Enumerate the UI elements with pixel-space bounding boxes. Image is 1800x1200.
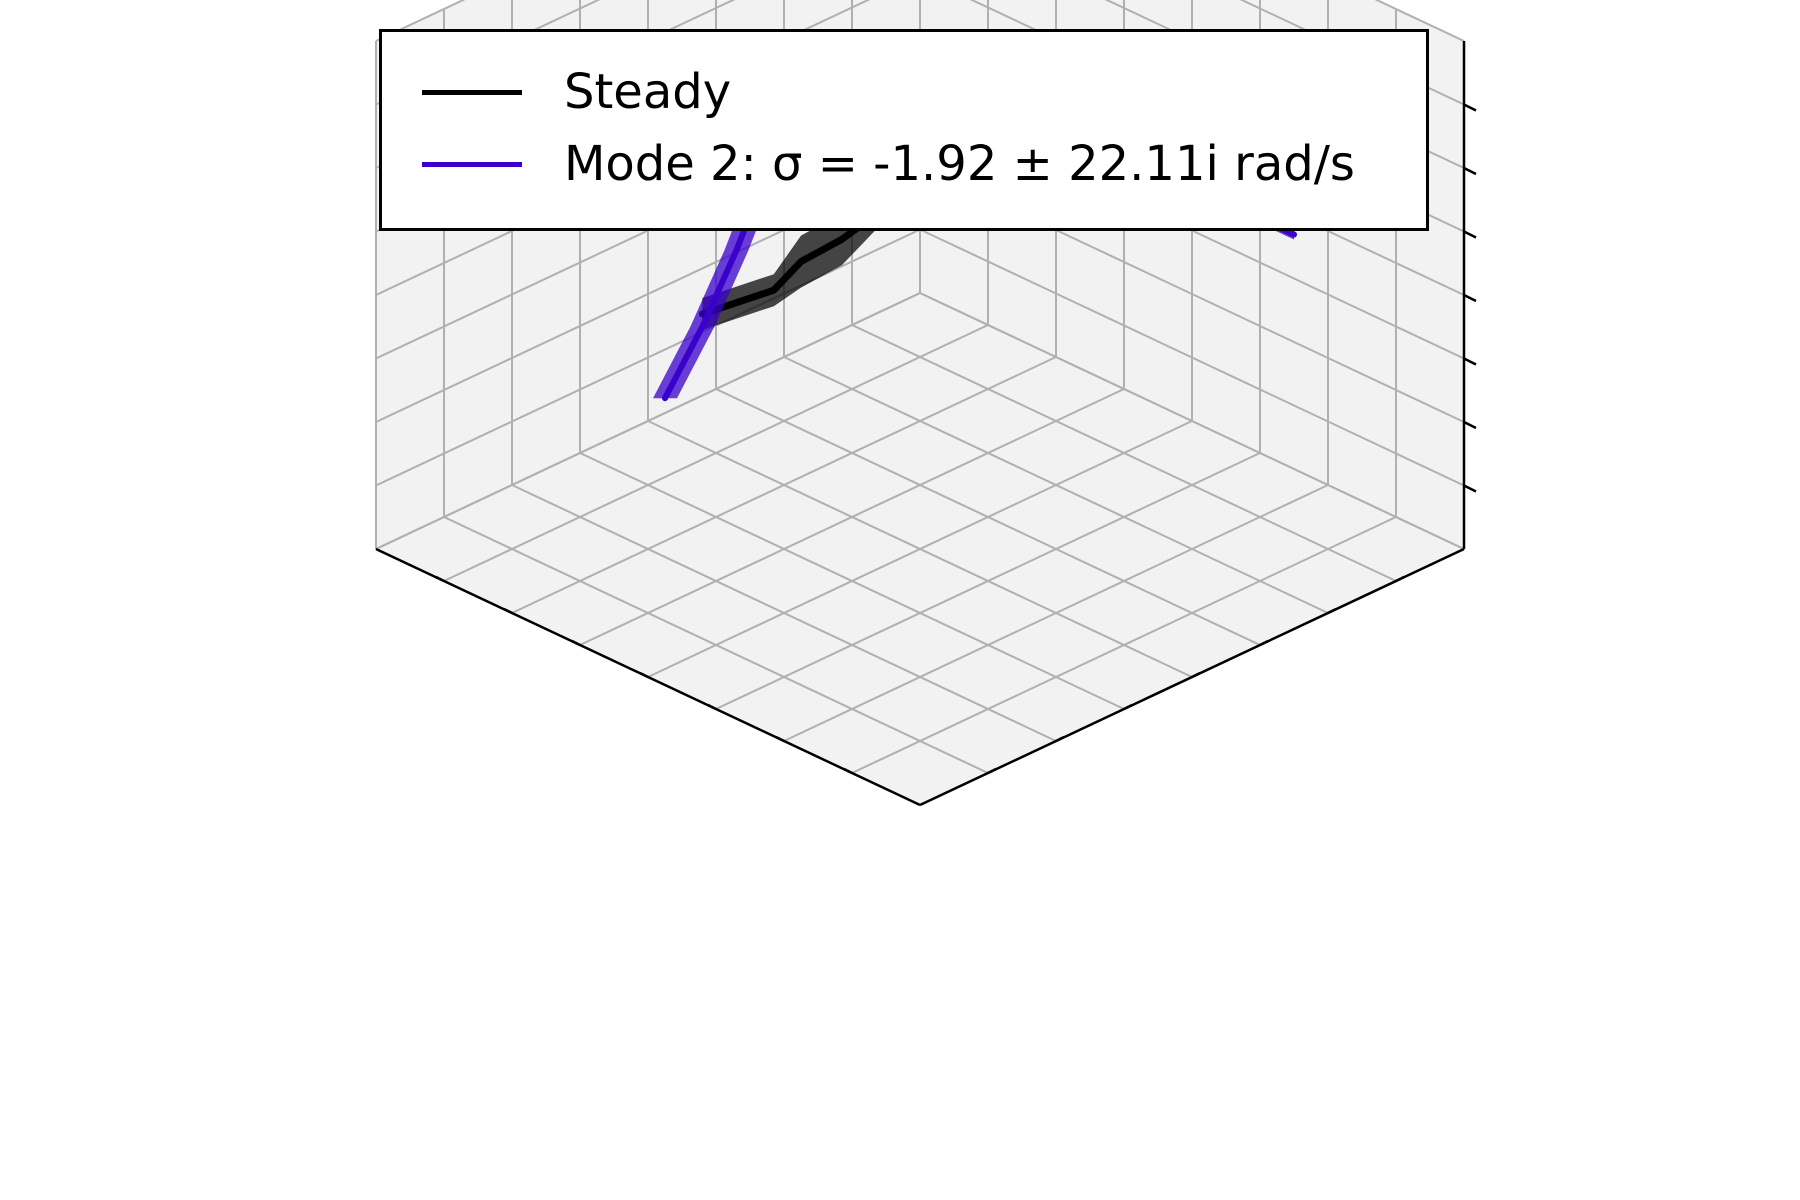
z-axis-tick [1463, 420, 1477, 430]
x-axis-tick [843, 767, 853, 775]
x-axis-tick [707, 703, 717, 711]
legend-item-steady: Steady [422, 62, 731, 122]
x-axis-tick [571, 639, 581, 647]
z-axis-tick [1463, 230, 1477, 239]
z-axis-tick [1463, 357, 1477, 366]
legend-label-steady: Steady [564, 64, 732, 120]
grid-line [511, 356, 1057, 614]
y-axis-tick [1327, 607, 1337, 615]
z-axis-tick [1463, 484, 1477, 493]
y-axis-tick [1191, 671, 1201, 679]
legend-item-mode-2: Mode 2: σ = -1.92 ± 22.11i rad/s [422, 134, 1355, 194]
y-axis-tick [1259, 639, 1269, 647]
y-axis-tick [1055, 735, 1065, 743]
y-axis-tick [1395, 575, 1405, 583]
grid-line [579, 388, 1125, 646]
z-axis-tick [1463, 166, 1477, 176]
grid-line [647, 420, 1193, 678]
y-axis-tick [1123, 703, 1133, 711]
z-axis-tick [1463, 103, 1477, 112]
chart-legend: Steady Mode 2: σ = -1.92 ± 22.11i rad/s [379, 29, 1429, 231]
grid-line [443, 324, 989, 582]
legend-swatch-steady [422, 89, 522, 95]
grid-line [783, 356, 1329, 614]
grid-line [375, 292, 921, 550]
grid-line [919, 292, 1465, 550]
x-axis-tick [775, 735, 785, 743]
legend-label-mode-2: Mode 2: σ = -1.92 ± 22.11i rad/s [564, 136, 1355, 192]
x-axis-tick [503, 607, 513, 615]
x-axis-tick [639, 671, 649, 679]
z-axis-tick [1463, 293, 1477, 303]
grid-line [851, 324, 1397, 582]
x-axis-tick [435, 575, 445, 583]
y-axis-tick [987, 767, 997, 775]
grid-line [715, 388, 1261, 646]
legend-swatch-mode-2 [422, 161, 522, 167]
chart-axes [375, 41, 1477, 807]
